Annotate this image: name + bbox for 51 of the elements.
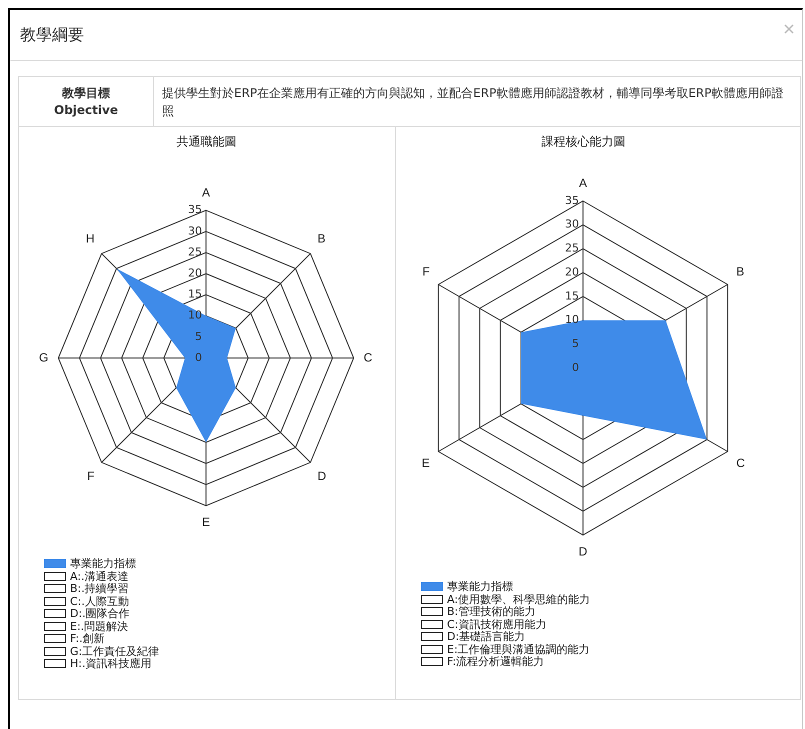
- chart-title: 共通職能圖: [176, 134, 236, 148]
- y-tick-label: 10: [188, 308, 202, 322]
- text: B:管理技術的能力: [446, 605, 536, 618]
- text: F:.創新: [69, 632, 106, 646]
- y-tick-label: 0: [572, 360, 579, 374]
- y-tick-label: 0: [195, 350, 202, 364]
- text: E:工作倫理與溝通協調的能力: [446, 642, 590, 656]
- spoke-label: F: [87, 469, 95, 483]
- text: F:流程分析邏輯能力: [446, 655, 546, 668]
- spoke-label: H: [86, 232, 95, 246]
- y-tick-label: 5: [572, 337, 579, 350]
- text: E:.問題解決: [69, 620, 130, 632]
- text: A:.溝通表達: [69, 570, 130, 583]
- text: 提供學生對於ERP在企業應用有正確的方向與認知，並配合ERP軟體應用師認證教材，輔導同學考取ERP軟體應用師證照: [154, 77, 800, 127]
- y-tick-label: 20: [565, 265, 579, 278]
- text: A:使用數學、科學思維的能力: [446, 592, 590, 606]
- y-tick-label: 25: [188, 245, 202, 258]
- text: C:.人際互動: [69, 594, 130, 608]
- text: Objective: [53, 102, 119, 119]
- text: H:.資訊科技應用: [69, 657, 152, 670]
- text: G:工作責任及紀律: [69, 644, 160, 658]
- y-tick-label: 35: [565, 194, 579, 207]
- legend-label: 專業能力指標: [69, 557, 137, 570]
- y-tick-label: 20: [188, 266, 202, 280]
- chart-title: 課程核心能力圖: [542, 134, 626, 148]
- text: D:基礎語言能力: [446, 630, 526, 644]
- y-tick-label: 15: [565, 289, 579, 302]
- y-tick-label: 30: [188, 224, 202, 238]
- y-tick-label: 25: [565, 242, 579, 255]
- spoke-label: B: [736, 264, 744, 279]
- spoke-label: F: [422, 264, 430, 279]
- text: C:資訊技術應用能力: [446, 618, 548, 630]
- y-tick-label: 15: [188, 288, 202, 301]
- legend-label: 專業能力指標: [446, 580, 514, 594]
- text: B:.持續學習: [69, 582, 130, 596]
- spoke-label: A: [202, 185, 210, 200]
- spoke-label: E: [422, 456, 430, 470]
- text: 教學目標: [60, 85, 111, 102]
- spoke-label: A: [578, 176, 588, 190]
- spoke-label: C: [364, 350, 373, 364]
- text: 教學綱要: [20, 25, 84, 46]
- y-tick-label: 30: [565, 218, 579, 231]
- spoke-label: D: [578, 544, 588, 559]
- text: D:.團隊合作: [69, 607, 131, 620]
- spoke-label: G: [38, 350, 48, 364]
- spoke-label: C: [736, 456, 746, 470]
- spoke-label: D: [317, 469, 326, 483]
- spoke-label: B: [317, 232, 326, 246]
- spoke-label: E: [202, 515, 210, 530]
- y-tick-label: 35: [188, 203, 202, 216]
- y-tick-label: 5: [195, 330, 202, 343]
